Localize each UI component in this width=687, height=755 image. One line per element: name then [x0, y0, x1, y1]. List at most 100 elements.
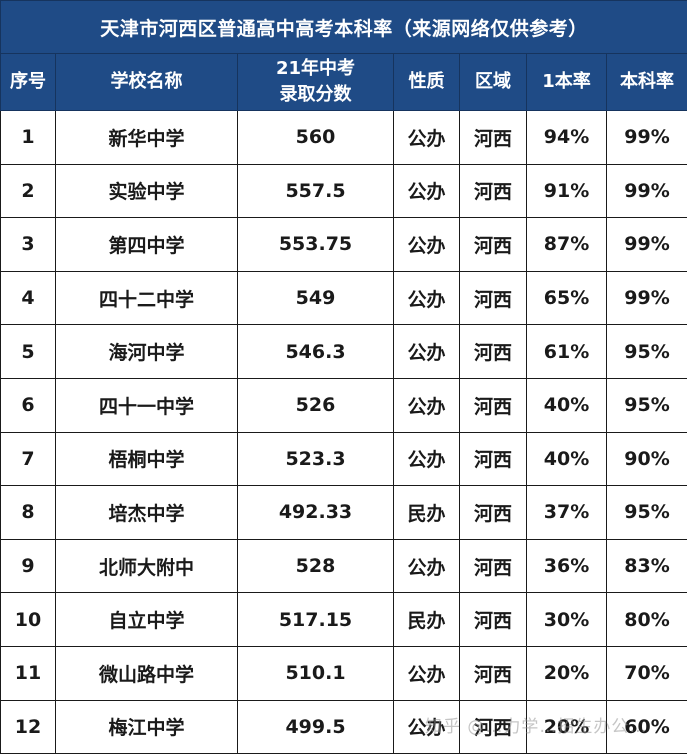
cell-no: 5 — [0, 324, 56, 379]
header-row: 序号 学校名称 21年中考 录取分数 性质 区域 1本率 本科率 — [0, 53, 687, 111]
cell-name: 实验中学 — [55, 163, 238, 219]
col-header-type: 性质 — [393, 53, 460, 111]
cell-tier1-rate: 20% — [526, 699, 607, 755]
cell-bachelor-rate: 99% — [605, 163, 687, 219]
cell-tier1-rate: 61% — [526, 324, 607, 379]
table-row: 5 海河中学 546.3 公办 河西 61% 95% — [0, 324, 687, 379]
cell-no: 1 — [0, 110, 56, 165]
cell-type: 公办 — [393, 431, 460, 487]
cell-type: 公办 — [393, 538, 460, 594]
cell-name: 北师大附中 — [55, 538, 238, 594]
cell-tier1-rate: 40% — [526, 431, 607, 487]
cell-type: 公办 — [393, 270, 460, 326]
cell-score: 499.5 — [237, 699, 394, 755]
cell-type: 公办 — [393, 377, 460, 433]
cell-score: 492.33 — [237, 485, 394, 540]
cell-district: 河西 — [459, 645, 527, 701]
cell-bachelor-rate: 95% — [605, 377, 687, 433]
table-row: 9 北师大附中 528 公办 河西 36% 83% — [0, 538, 687, 594]
cell-district: 河西 — [459, 377, 527, 433]
cell-name: 梧桐中学 — [55, 431, 238, 487]
cell-bachelor-rate: 99% — [605, 217, 687, 272]
col-header-tier1-rate: 1本率 — [526, 53, 607, 111]
cell-no: 11 — [0, 645, 56, 701]
cell-type: 公办 — [393, 217, 460, 272]
cell-score: 560 — [237, 110, 394, 165]
cell-score: 526 — [237, 377, 394, 433]
cell-tier1-rate: 40% — [526, 377, 607, 433]
cell-score: 528 — [237, 538, 394, 594]
cell-tier1-rate: 30% — [526, 592, 607, 647]
cell-no: 7 — [0, 431, 56, 487]
cell-no: 4 — [0, 270, 56, 326]
cell-district: 河西 — [459, 217, 527, 272]
table-row: 12 梅江中学 499.5 公办 河西 20% 60% — [0, 699, 687, 755]
cell-name: 梅江中学 — [55, 699, 238, 755]
cell-bachelor-rate: 60% — [605, 699, 687, 755]
cell-bachelor-rate: 99% — [605, 270, 687, 326]
cell-district: 河西 — [459, 110, 527, 165]
cell-score: 523.3 — [237, 431, 394, 487]
table-row: 1 新华中学 560 公办 河西 94% 99% — [0, 110, 687, 165]
cell-district: 河西 — [459, 270, 527, 326]
cell-type: 公办 — [393, 324, 460, 379]
cell-bachelor-rate: 99% — [605, 110, 687, 165]
cell-bachelor-rate: 90% — [605, 431, 687, 487]
cell-bachelor-rate: 80% — [605, 592, 687, 647]
table-title: 天津市河西区普通高中高考本科率（来源网络仅供参考） — [0, 0, 687, 54]
cell-name: 培杰中学 — [55, 485, 238, 540]
cell-district: 河西 — [459, 485, 527, 540]
col-header-no: 序号 — [0, 53, 56, 111]
cell-district: 河西 — [459, 592, 527, 647]
cell-name: 微山路中学 — [55, 645, 238, 701]
cell-district: 河西 — [459, 324, 527, 379]
table-row: 2 实验中学 557.5 公办 河西 91% 99% — [0, 163, 687, 219]
cell-tier1-rate: 20% — [526, 645, 607, 701]
cell-tier1-rate: 36% — [526, 538, 607, 594]
cell-score: 553.75 — [237, 217, 394, 272]
cell-score: 557.5 — [237, 163, 394, 219]
table-row: 8 培杰中学 492.33 民办 河西 37% 95% — [0, 485, 687, 540]
cell-bachelor-rate: 83% — [605, 538, 687, 594]
cell-name: 自立中学 — [55, 592, 238, 647]
cell-bachelor-rate: 95% — [605, 485, 687, 540]
cell-bachelor-rate: 95% — [605, 324, 687, 379]
cell-no: 8 — [0, 485, 56, 540]
table-row: 6 四十一中学 526 公办 河西 40% 95% — [0, 377, 687, 433]
col-header-bachelor-rate: 本科率 — [605, 53, 687, 111]
cell-name: 四十一中学 — [55, 377, 238, 433]
cell-type: 公办 — [393, 163, 460, 219]
col-header-score-line1: 21年中考 — [275, 58, 356, 79]
cell-bachelor-rate: 70% — [605, 645, 687, 701]
cell-tier1-rate: 94% — [526, 110, 607, 165]
table-row: 10 自立中学 517.15 民办 河西 30% 80% — [0, 592, 687, 647]
cell-score: 510.1 — [237, 645, 394, 701]
table-row: 11 微山路中学 510.1 公办 河西 20% 70% — [0, 645, 687, 701]
cell-type: 公办 — [393, 699, 460, 755]
title-row: 天津市河西区普通高中高考本科率（来源网络仅供参考） — [0, 0, 687, 54]
cell-tier1-rate: 87% — [526, 217, 607, 272]
cell-tier1-rate: 91% — [526, 163, 607, 219]
cell-district: 河西 — [459, 538, 527, 594]
cell-score: 517.15 — [237, 592, 394, 647]
cell-district: 河西 — [459, 699, 527, 755]
cell-score: 546.3 — [237, 324, 394, 379]
col-header-district: 区域 — [459, 53, 527, 111]
cell-name: 新华中学 — [55, 110, 238, 165]
cell-no: 12 — [0, 699, 56, 755]
cell-name: 第四中学 — [55, 217, 238, 272]
cell-district: 河西 — [459, 431, 527, 487]
col-header-score-line2: 录取分数 — [279, 84, 352, 105]
cell-no: 6 — [0, 377, 56, 433]
cell-name: 海河中学 — [55, 324, 238, 379]
cell-no: 10 — [0, 592, 56, 647]
cell-district: 河西 — [459, 163, 527, 219]
cell-no: 2 — [0, 163, 56, 219]
cell-type: 公办 — [393, 110, 460, 165]
table-row: 4 四十二中学 549 公办 河西 65% 99% — [0, 270, 687, 326]
table-row: 3 第四中学 553.75 公办 河西 87% 99% — [0, 217, 687, 272]
cell-type: 民办 — [393, 592, 460, 647]
cell-type: 公办 — [393, 645, 460, 701]
cell-type: 民办 — [393, 485, 460, 540]
